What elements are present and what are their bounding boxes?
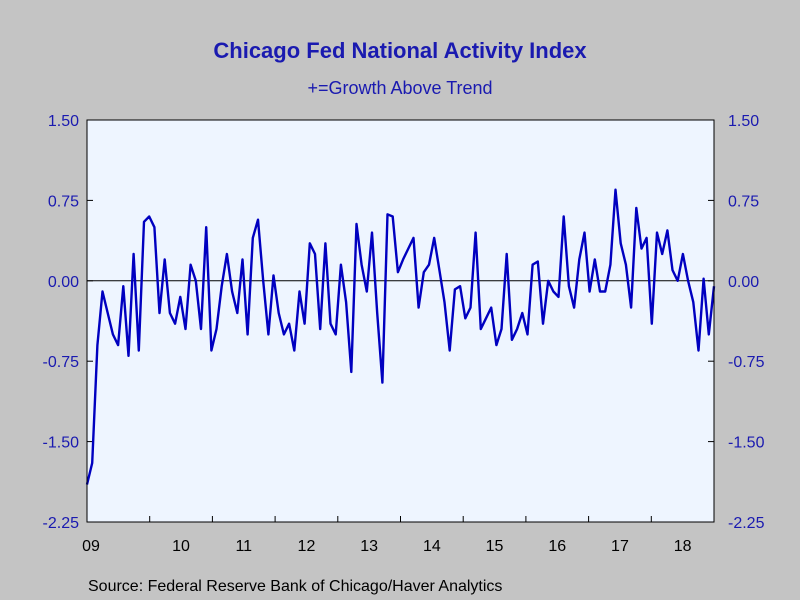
y-tick-label-left: 0.00 xyxy=(48,274,79,291)
source-note: Source: Federal Reserve Bank of Chicago/… xyxy=(88,578,503,595)
series-line xyxy=(85,188,716,485)
x-tick-label: 14 xyxy=(423,538,441,555)
y-tick-label-right: 0.75 xyxy=(728,193,759,210)
x-tick-label: 17 xyxy=(611,538,629,555)
y-tick-label-left: -0.75 xyxy=(43,354,80,371)
chart-title: Chicago Fed National Activity Index xyxy=(213,38,587,63)
y-tick-label-left: 1.50 xyxy=(48,113,79,130)
y-tick-label-right: -0.75 xyxy=(728,354,765,371)
plot-area xyxy=(87,120,714,522)
y-tick-label-right: -1.50 xyxy=(728,435,765,452)
x-tick-label: 13 xyxy=(360,538,378,555)
y-tick-label-right: 1.50 xyxy=(728,113,759,130)
x-tick-label: 10 xyxy=(172,538,190,555)
y-tick-label-right: -2.25 xyxy=(728,515,765,532)
plot-border xyxy=(86,119,715,523)
y-tick-label-left: 0.75 xyxy=(48,193,79,210)
x-tick-label: 11 xyxy=(235,538,252,555)
x-tick-label: 15 xyxy=(486,538,504,555)
x-tick-label: 12 xyxy=(298,538,316,555)
y-tick-label-right: 0.00 xyxy=(728,274,759,291)
x-tick-label: 09 xyxy=(82,538,100,555)
chart-subtitle: +=Growth Above Trend xyxy=(307,78,493,98)
x-tick-label: 18 xyxy=(674,538,692,555)
y-tick-label-left: -2.25 xyxy=(43,515,80,532)
y-tick-label-left: -1.50 xyxy=(43,435,80,452)
x-tick-label: 16 xyxy=(548,538,566,555)
